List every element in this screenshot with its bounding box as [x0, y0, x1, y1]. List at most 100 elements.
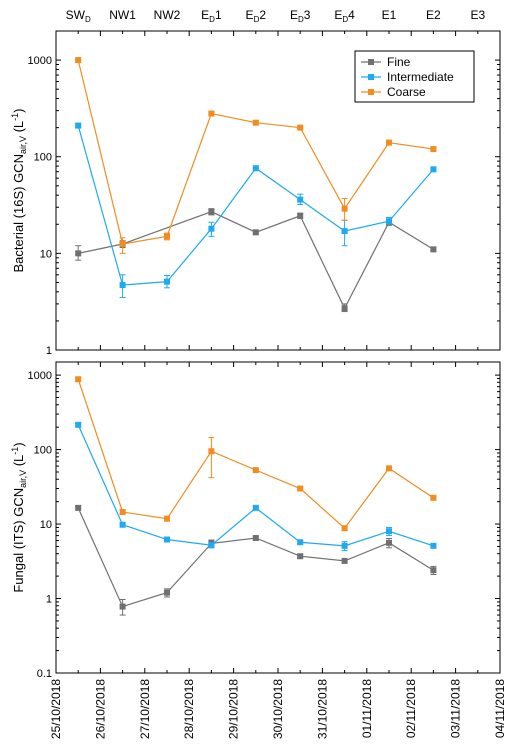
data-point: [297, 553, 304, 560]
data-point: [430, 166, 437, 173]
data-point: [386, 139, 392, 146]
series-coarse: [75, 376, 437, 532]
data-point: [119, 282, 126, 289]
y-tick-label: 1: [46, 594, 52, 606]
data-point: [341, 305, 348, 312]
y-tick-label: 0.1: [37, 668, 52, 680]
data-point: [75, 122, 82, 129]
x-tick-label: 02/11/2018: [404, 679, 418, 738]
data-point: [75, 250, 82, 257]
data-point: [208, 110, 215, 117]
series-line: [77, 507, 434, 608]
x-tick-label: 31/10/2018: [315, 679, 329, 739]
x-tick-label: 29/10/2018: [227, 679, 241, 739]
y-tick-label: 1000: [28, 55, 52, 67]
series-line: [78, 211, 434, 310]
top-category-label: E2: [426, 8, 441, 22]
x-tick-label: 26/10/2018: [93, 679, 107, 739]
legend-swatch-marker: [368, 74, 374, 80]
x-tick-label: 25/10/2018: [49, 679, 63, 739]
panel-top: 1 10 100 1000 Bacterial (16S) GCNair,V (L-1): [10, 30, 501, 357]
data-point: [386, 465, 392, 472]
data-point: [252, 229, 259, 236]
data-point: [430, 146, 437, 153]
data-point: [119, 509, 126, 516]
x-tick-label: 04/11/2018: [493, 679, 507, 738]
data-point: [164, 233, 170, 240]
data-point: [208, 208, 215, 215]
data-point: [252, 504, 259, 511]
series-intermediate: [75, 122, 437, 298]
data-point: [341, 557, 348, 564]
series-line: [77, 424, 434, 547]
x-tick-label: 28/10/2018: [182, 679, 196, 739]
data-point: [75, 504, 82, 511]
data-point: [119, 521, 126, 528]
y-tick-label: 1000: [28, 370, 52, 382]
data-point: [75, 57, 82, 64]
top-category-label: ED3: [290, 8, 311, 24]
data-point: [208, 225, 215, 232]
y-axis-ticks: [56, 374, 500, 674]
data-point: [341, 228, 348, 235]
data-point: [430, 567, 437, 574]
data-point: [430, 494, 437, 501]
top-category-label: NW2: [154, 8, 181, 22]
x-tick-label: 30/10/2018: [271, 679, 285, 739]
top-category-label: E3: [470, 8, 485, 22]
legend-label: Coarse: [387, 85, 426, 99]
data-point: [119, 603, 126, 610]
data-point: [386, 218, 392, 225]
data-point: [164, 278, 170, 285]
data-point: [297, 212, 304, 219]
data-point: [341, 542, 348, 549]
data-point: [430, 246, 437, 253]
top-category-label: E1: [382, 8, 397, 22]
series-line: [77, 125, 434, 286]
legend-swatch-marker: [368, 59, 374, 65]
y-axis-ticks: [56, 30, 500, 351]
x-tick-label: 01/11/2018: [360, 679, 374, 738]
data-point: [208, 448, 215, 455]
data-point: [297, 485, 304, 492]
data-point: [252, 467, 259, 474]
data-point: [297, 539, 304, 546]
top-category-label: ED2: [246, 8, 267, 24]
data-point: [252, 165, 259, 172]
y-tick-label: 100: [34, 152, 52, 164]
data-point: [386, 539, 392, 546]
top-category-label: SWD: [66, 8, 91, 24]
panel-bottom: 0.1 1 10 100 1000 Fungal (ITS) GCNair,V (L-1): [10, 361, 501, 680]
data-point: [386, 528, 392, 535]
data-point: [252, 119, 259, 126]
top-category-label: NW1: [109, 8, 136, 22]
data-point: [208, 542, 215, 549]
legend-label: Intermediate: [387, 70, 454, 84]
legend-swatch-marker: [368, 89, 374, 95]
data-point: [297, 124, 304, 131]
data-point: [341, 525, 348, 532]
series-fine: [75, 504, 437, 616]
y-tick-label: 10: [40, 248, 52, 260]
data-point: [119, 240, 126, 247]
top-category-labels: SWD NW1 NW2 ED1 ED2 ED3 ED4 E1 E2 E3: [66, 8, 486, 24]
data-point: [297, 196, 304, 203]
y-axis-label: Bacterial (16S) GCNair,V (L-1): [10, 108, 28, 272]
data-point: [430, 542, 437, 549]
data-point: [164, 536, 170, 543]
series-coarse: [75, 57, 437, 254]
data-point: [164, 589, 170, 596]
x-axis-tick-labels: 25/10/2018 26/10/2018 27/10/2018 28/10/2018…: [49, 679, 507, 739]
x-tick-label: 27/10/2018: [138, 679, 152, 739]
y-tick-label: 1: [46, 345, 52, 357]
plot-frame: [55, 361, 501, 674]
y-tick-label: 100: [34, 445, 52, 457]
data-point: [75, 421, 82, 428]
data-point: [164, 515, 170, 522]
top-category-label: ED4: [334, 8, 355, 24]
data-point: [341, 205, 348, 212]
data-point: [75, 376, 82, 383]
series-intermediate: [75, 421, 437, 552]
